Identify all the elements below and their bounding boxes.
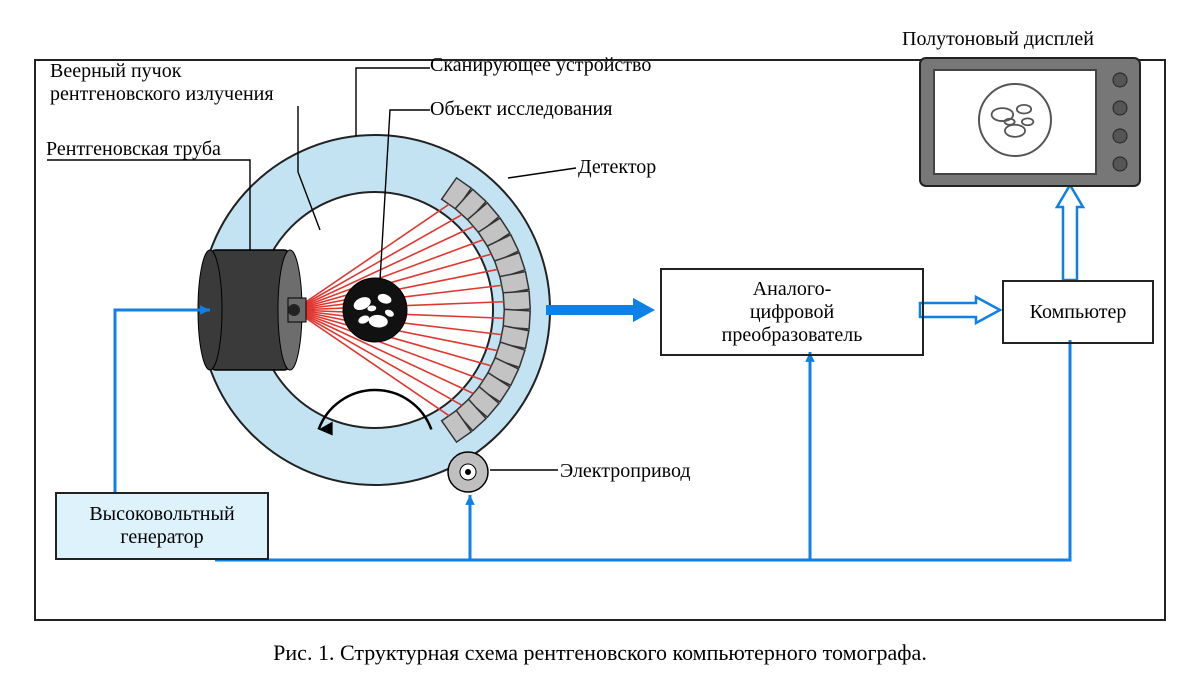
label-xray-tube: Рентгеновская труба <box>46 138 221 161</box>
label-detector: Детектор <box>578 156 656 179</box>
label-fanbeam: Веерный пучокрентгеновского излучения <box>50 60 274 106</box>
label-object: Объект исследования <box>430 98 612 121</box>
figure-caption: Рис. 1. Структурная схема рентгеновского… <box>0 640 1200 666</box>
box-hv-generator: Высоковольтныйгенератор <box>55 492 269 560</box>
label-motor: Электропривод <box>560 460 691 483</box>
label-scanner: Сканирующее устройство <box>430 54 651 77</box>
box-adc: Аналого-цифровойпреобразователь <box>660 268 924 356</box>
diagram-canvas: Веерный пучокрентгеновского излучения Ре… <box>0 0 1200 688</box>
label-display: Полутоновый дисплей <box>902 28 1094 51</box>
box-computer: Компьютер <box>1002 280 1154 344</box>
